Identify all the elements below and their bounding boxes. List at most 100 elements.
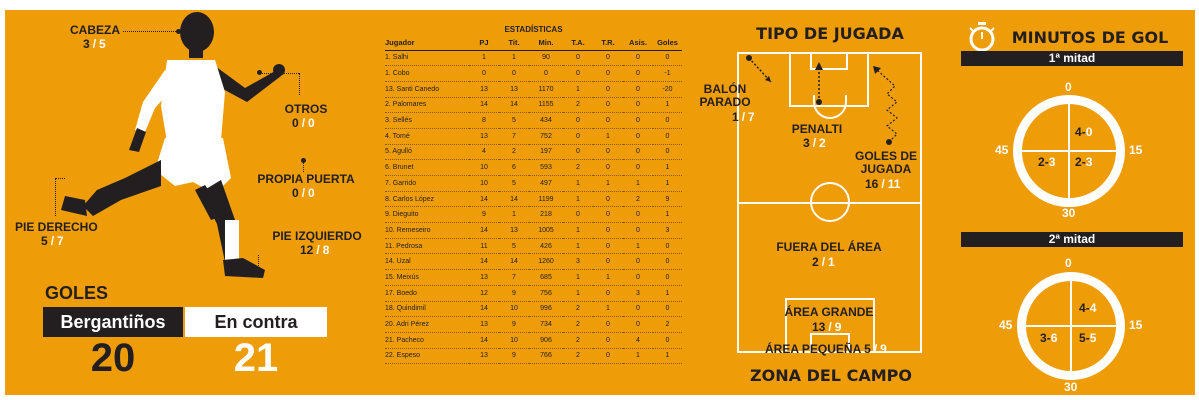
- table-row: 1. Salhi 1 1 90 0 0 0 0: [385, 50, 682, 67]
- table-row: 4. Tomé 13 7 752 0 1 0 0: [385, 128, 682, 145]
- stat-cell: 0: [563, 65, 593, 82]
- area-grande-label: ÁREA GRANDE: [784, 305, 874, 319]
- player-name-cell: 14. Uzal: [385, 253, 469, 271]
- stat-cell: 14: [469, 301, 499, 318]
- stats-title: ESTADÍSTICAS: [504, 25, 563, 34]
- propia-puerta-for: 0: [292, 186, 299, 200]
- stat-cell: 906: [529, 332, 563, 349]
- stat-cell: 10: [469, 159, 499, 176]
- cabeza-for: 3: [83, 37, 90, 51]
- otros-against: 0: [308, 116, 315, 130]
- pie-izquierdo-values: 12/8: [300, 244, 329, 257]
- player-name-cell: 18. Quindimil: [385, 301, 469, 318]
- propia-puerta-label: PROPIA PUERTA: [257, 172, 355, 186]
- first-tick-bottom: 30: [1062, 206, 1076, 220]
- pitch-bottom-area: [785, 298, 875, 353]
- stat-cell: 0: [653, 50, 682, 67]
- player-name-cell: 21. Pacheco: [385, 332, 469, 349]
- stat-cell: 2: [563, 348, 593, 365]
- first-tick-left: 45: [995, 143, 1009, 157]
- stat-cell: 0: [593, 253, 623, 271]
- player-name-cell: 20. Adri Pérez: [385, 316, 469, 333]
- first-q2: 2-3: [1075, 155, 1093, 169]
- stat-cell: 0: [623, 222, 653, 239]
- stat-cell: 1: [623, 175, 653, 192]
- area-pequena-for: 5: [864, 342, 871, 356]
- goles-jugada-line2: JUGADA: [860, 162, 912, 176]
- stat-cell: 0: [623, 81, 653, 98]
- fuera-area-values: 2/1: [812, 256, 835, 269]
- penalti-values: 3/2: [803, 137, 826, 150]
- pie-derecho-against: 7: [57, 234, 64, 248]
- first-q1-for: 4: [1075, 125, 1082, 139]
- propia-puerta-against: 0: [308, 186, 315, 200]
- stat-cell: 0: [623, 206, 653, 224]
- table-row: 2. Palomares 14 14 1155 2 0 0 1: [385, 97, 682, 114]
- stat-cell: 0: [653, 112, 682, 129]
- stat-cell: 752: [529, 128, 563, 145]
- stat-cell: 1: [469, 50, 499, 67]
- stat-cell: 1: [623, 238, 653, 255]
- first-clock-hline: [1022, 150, 1069, 152]
- stat-cell: 14: [469, 222, 499, 239]
- stat-cell: 90: [529, 50, 563, 67]
- stat-cell: 0: [623, 112, 653, 129]
- cabeza-against: 5: [99, 37, 106, 51]
- stat-cell: 1170: [529, 81, 563, 98]
- pie-izquierdo-dot: [254, 267, 259, 272]
- stat-cell: 14: [469, 191, 499, 208]
- stat-cell: 2: [563, 97, 593, 114]
- stat-cell: 14: [469, 332, 499, 349]
- stat-cell: 11: [469, 238, 499, 255]
- goles-jugada-against: 11: [887, 177, 901, 191]
- first-q3: 2-3: [1038, 155, 1056, 169]
- stat-cell: 0: [563, 128, 593, 145]
- first-half-clock: [1013, 95, 1125, 207]
- stat-cell: -1: [653, 65, 682, 82]
- stat-cell: 996: [529, 301, 563, 318]
- first-tick-top: 0: [1065, 80, 1072, 94]
- stat-cell: 766: [529, 348, 563, 365]
- second-q3-for: 3: [1040, 331, 1047, 345]
- player-silhouette: [25, 10, 305, 300]
- area-pequena-row: ÁREA PEQUEÑA 5/9: [765, 343, 887, 356]
- stat-cell: -20: [653, 81, 682, 98]
- fuera-area-label: FUERA DEL ÁREA: [776, 240, 882, 254]
- balon-parado-label: BALÓN PARADO: [695, 83, 755, 109]
- stat-cell: 14: [469, 97, 499, 114]
- stat-cell: 8: [469, 112, 499, 129]
- player-name-cell: 9. Dieguito: [385, 206, 469, 224]
- second-q1-for: 4: [1079, 301, 1086, 315]
- player-name-cell: 13. Santi Canedo: [385, 81, 469, 98]
- stat-cell: 1: [593, 128, 623, 145]
- separator: /: [301, 116, 306, 130]
- separator: /: [828, 320, 832, 334]
- stat-cell: 0: [653, 238, 682, 255]
- minutes-title: MINUTOS DE GOL: [1011, 28, 1169, 47]
- stats-header-row: Jugador PJ Tit. Min. T.A. T.R. Asis. Goles: [385, 36, 682, 51]
- stat-cell: 13: [469, 348, 499, 365]
- stat-cell: 13: [469, 316, 499, 333]
- stat-cell: 2: [653, 316, 682, 333]
- stat-cell: 2: [563, 301, 593, 318]
- stat-cell: 0: [593, 332, 623, 349]
- first-q2-against: 3: [1085, 155, 1093, 169]
- stat-cell: 9: [499, 348, 529, 365]
- stat-cell: 13: [469, 81, 499, 98]
- second-q3: 3-6: [1040, 331, 1058, 345]
- stat-cell: 14: [499, 253, 529, 271]
- second-q3-against: 6: [1050, 331, 1058, 345]
- stat-cell: 13: [499, 81, 529, 98]
- pie-derecho-for: 5: [41, 234, 48, 248]
- stat-cell: 6: [499, 159, 529, 176]
- goles-jugada-for: 16: [865, 177, 879, 191]
- stat-cell: 4: [469, 144, 499, 161]
- stat-cell: 1: [499, 206, 529, 224]
- player-name-cell: 4. Tomé: [385, 128, 469, 145]
- otros-dot: [257, 70, 262, 75]
- stat-cell: 0: [469, 65, 499, 82]
- stat-cell: 1199: [529, 191, 563, 208]
- stat-cell: 9: [653, 191, 682, 208]
- goles-jugada-values: 16/11: [865, 178, 900, 191]
- balon-parado-values: 1/7: [732, 111, 755, 124]
